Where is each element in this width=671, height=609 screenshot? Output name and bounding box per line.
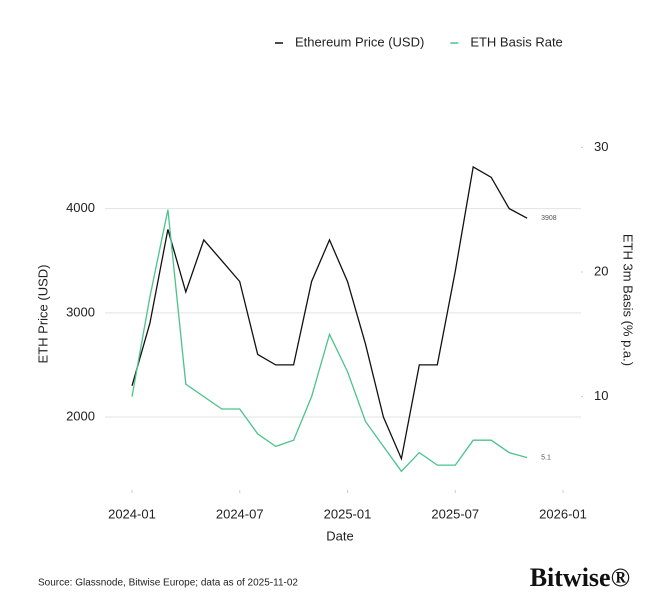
y2-tick-label: 10 bbox=[594, 388, 608, 403]
end-label: 3908 bbox=[541, 215, 557, 222]
x-tick-label: 2026-01 bbox=[539, 506, 587, 521]
y-tick-label: 2000 bbox=[66, 408, 95, 423]
y2-tick-label: 20 bbox=[594, 263, 608, 278]
x-tick-label: 2025-07 bbox=[431, 506, 479, 521]
x-tick-label: 2024-01 bbox=[108, 506, 156, 521]
series-line bbox=[131, 165, 528, 461]
y-tick-label: 3000 bbox=[66, 304, 95, 319]
legend-label: ETH Basis Rate bbox=[470, 34, 562, 49]
y-axis-title: ETH Price (USD) bbox=[35, 265, 50, 364]
logo: Bitwise® bbox=[530, 563, 630, 592]
source-note: Source: Glassnode, Bitwise Europe; data … bbox=[38, 578, 298, 589]
end-label: 5.1 bbox=[541, 454, 551, 461]
y-tick-label: 4000 bbox=[66, 200, 95, 215]
y2-axis-title: ETH 3m Basis (% p.a.) bbox=[621, 234, 636, 366]
x-tick-label: 2024-07 bbox=[216, 506, 264, 521]
y2-tick-label: 30 bbox=[594, 139, 608, 154]
x-tick-label: 2025-01 bbox=[324, 506, 372, 521]
series-line bbox=[131, 209, 528, 473]
x-axis-title: Date bbox=[326, 528, 353, 543]
legend-label: Ethereum Price (USD) bbox=[295, 34, 424, 49]
